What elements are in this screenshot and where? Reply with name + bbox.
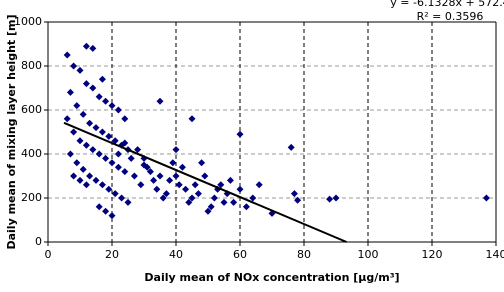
- point: [176, 181, 183, 188]
- point: [89, 85, 96, 92]
- point: [73, 159, 80, 166]
- x-axis-label: Daily mean of NOx concentration [µg/m³]: [144, 271, 399, 284]
- y-tick-label: 800: [21, 59, 42, 72]
- point: [83, 142, 90, 149]
- point: [64, 52, 71, 59]
- point: [288, 144, 295, 151]
- point: [333, 195, 340, 202]
- point: [93, 177, 100, 184]
- trend-equation: y = -6.1328x + 572.4: [390, 0, 504, 9]
- point: [166, 177, 173, 184]
- point: [96, 203, 103, 210]
- r-squared: R² = 0.3596: [417, 10, 484, 23]
- point: [115, 107, 122, 114]
- point: [121, 115, 128, 122]
- point: [192, 181, 199, 188]
- point: [118, 195, 125, 202]
- y-tick-label: 400: [21, 147, 42, 160]
- point: [237, 131, 244, 138]
- point: [243, 203, 250, 210]
- point: [483, 195, 490, 202]
- point: [89, 146, 96, 153]
- point: [83, 181, 90, 188]
- y-tick-label: 0: [35, 235, 42, 248]
- point: [211, 195, 218, 202]
- x-tick-label: 60: [233, 248, 247, 261]
- point: [64, 115, 71, 122]
- point: [157, 173, 164, 180]
- point: [109, 212, 116, 219]
- x-tick-label: 100: [358, 248, 379, 261]
- point: [102, 155, 109, 162]
- point: [83, 80, 90, 87]
- y-tick-label: 1000: [14, 15, 42, 28]
- point: [109, 102, 116, 109]
- point: [102, 98, 109, 105]
- point: [237, 186, 244, 193]
- point: [227, 177, 234, 184]
- point: [77, 137, 84, 144]
- point: [201, 173, 208, 180]
- point: [115, 151, 122, 158]
- point: [67, 151, 74, 158]
- point: [93, 124, 100, 131]
- y-tick-label: 200: [21, 191, 42, 204]
- point: [102, 208, 109, 215]
- point: [198, 159, 205, 166]
- point: [189, 115, 196, 122]
- point: [169, 159, 176, 166]
- point: [67, 89, 74, 96]
- point: [182, 186, 189, 193]
- point: [112, 190, 119, 197]
- point: [70, 173, 77, 180]
- point: [131, 173, 138, 180]
- point: [115, 164, 122, 171]
- point: [99, 76, 106, 83]
- x-tick-label: 80: [297, 248, 311, 261]
- point: [70, 129, 77, 136]
- point: [86, 120, 93, 127]
- x-tick-label: 0: [45, 248, 52, 261]
- point: [80, 111, 87, 118]
- x-tick-label: 40: [169, 248, 183, 261]
- y-tick-label: 600: [21, 103, 42, 116]
- point: [221, 199, 228, 206]
- point: [179, 164, 186, 171]
- point: [96, 151, 103, 158]
- point: [80, 166, 87, 173]
- point: [105, 186, 112, 193]
- point: [153, 186, 160, 193]
- point: [137, 181, 144, 188]
- point: [83, 43, 90, 50]
- point: [326, 196, 333, 203]
- trendline: [64, 123, 347, 242]
- x-tick-label: 140: [486, 248, 504, 261]
- point: [121, 168, 128, 175]
- point: [125, 199, 132, 206]
- point: [99, 129, 106, 136]
- point: [173, 173, 180, 180]
- point: [70, 63, 77, 70]
- x-tick-label: 120: [422, 248, 443, 261]
- point: [99, 181, 106, 188]
- point: [86, 173, 93, 180]
- x-tick-label: 20: [105, 248, 119, 261]
- point: [77, 177, 84, 184]
- point: [96, 93, 103, 100]
- point: [291, 190, 298, 197]
- y-axis-label: Daily mean of mixing layer height [m]: [5, 14, 18, 249]
- point: [73, 102, 80, 109]
- point: [195, 190, 202, 197]
- point: [77, 67, 84, 74]
- point: [173, 146, 180, 153]
- point: [150, 177, 157, 184]
- point: [230, 199, 237, 206]
- point: [89, 45, 96, 52]
- point: [105, 133, 112, 140]
- point: [157, 98, 164, 105]
- point: [128, 155, 135, 162]
- point: [256, 181, 263, 188]
- point: [109, 159, 116, 166]
